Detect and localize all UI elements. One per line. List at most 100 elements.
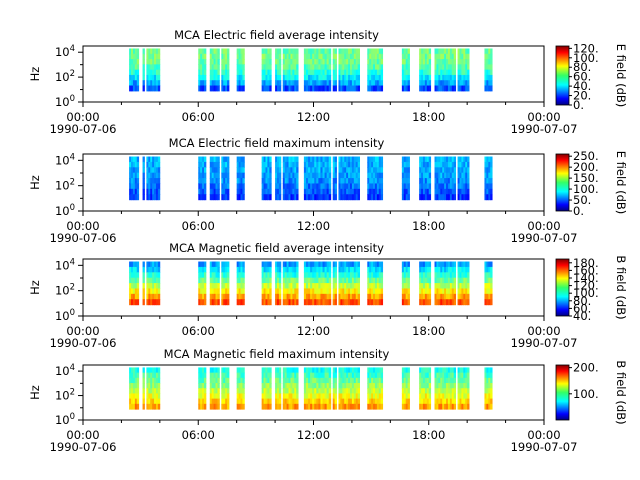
heatmap-cell — [380, 293, 384, 300]
heatmap-cell — [265, 299, 268, 306]
heatmap-cell — [405, 80, 409, 87]
heatmap-cell — [421, 266, 424, 273]
heatmap-cell — [157, 167, 161, 174]
heatmap-cell — [142, 403, 145, 410]
heatmap-cell — [346, 383, 349, 389]
heatmap-cell — [426, 74, 430, 81]
heatmap-cell — [157, 403, 161, 410]
heatmap-cell — [263, 64, 266, 71]
heatmap-cell — [373, 367, 376, 374]
heatmap-cell — [129, 372, 132, 379]
heatmap-cell — [438, 393, 441, 400]
heatmap-cell — [374, 74, 378, 81]
heatmap-cell — [421, 53, 424, 60]
heatmap-cell — [290, 398, 293, 405]
heatmap-cell — [428, 69, 432, 76]
x-tick-label: 18:00 — [412, 324, 445, 338]
heatmap-cell — [312, 74, 315, 81]
heatmap-cell — [284, 398, 288, 405]
heatmap-cell — [338, 403, 341, 410]
heatmap-cell — [142, 172, 145, 179]
heatmap-cell — [484, 288, 487, 295]
heatmap-cell — [134, 167, 138, 174]
heatmap-cell — [340, 64, 343, 71]
heatmap-cell — [132, 288, 136, 295]
heatmap-cell — [444, 388, 447, 395]
heatmap-cell — [157, 188, 161, 195]
heatmap-cell — [288, 59, 291, 65]
heatmap-cell — [154, 48, 157, 55]
heatmap-cell — [374, 293, 378, 300]
heatmap-cell — [371, 167, 374, 174]
heatmap-cell — [215, 388, 218, 395]
heatmap-cell — [326, 188, 330, 195]
heatmap-cell — [346, 266, 349, 273]
heatmap-cell — [424, 178, 428, 185]
heatmap-cell — [440, 398, 443, 405]
heatmap-cell — [131, 367, 134, 374]
heatmap-cell — [463, 398, 466, 405]
heatmap-cell — [148, 283, 151, 290]
heatmap-cell — [453, 167, 457, 174]
heatmap-cell — [314, 172, 317, 179]
heatmap-cell — [263, 48, 266, 55]
heatmap-cell — [314, 367, 317, 374]
heatmap-cell — [488, 48, 491, 55]
y-tick-label: 102 — [55, 388, 75, 403]
heatmap-cell — [146, 80, 149, 87]
heatmap-cell — [288, 299, 291, 306]
heatmap-cell — [467, 383, 470, 389]
heatmap-cell — [227, 266, 230, 273]
heatmap-cell — [217, 403, 220, 410]
heatmap-cell — [457, 64, 460, 71]
heatmap-cell — [488, 53, 491, 60]
heatmap-cell — [405, 388, 409, 395]
heatmap-cell — [131, 48, 134, 55]
heatmap-cell — [367, 277, 370, 284]
heatmap-cell — [334, 48, 337, 55]
heatmap-cell — [261, 383, 264, 389]
heatmap-cell — [316, 266, 319, 273]
heatmap-cell — [238, 393, 241, 400]
heatmap-cell — [440, 85, 443, 92]
heatmap-cell — [238, 156, 241, 163]
colorbar-tick-label: 0. — [573, 204, 584, 218]
heatmap-cell — [490, 59, 493, 65]
heatmap-cell — [211, 188, 215, 195]
heatmap-cell — [129, 299, 132, 306]
heatmap-cell — [275, 172, 278, 179]
colorbar-tick-label: 50. — [573, 193, 591, 207]
heatmap-cell — [236, 367, 239, 374]
heatmap-cell — [380, 283, 384, 290]
heatmap-cell — [236, 85, 239, 92]
heatmap-cell — [353, 398, 357, 405]
heatmap-cell — [284, 266, 288, 273]
heatmap-cell — [342, 403, 345, 410]
heatmap-cell — [294, 383, 297, 389]
heatmap-cell — [223, 383, 226, 389]
heatmap-cell — [290, 156, 293, 163]
heatmap-cell — [288, 172, 291, 179]
heatmap-cell — [401, 277, 405, 284]
heatmap-cell — [434, 403, 437, 410]
heatmap-cell — [421, 167, 424, 174]
heatmap-cell — [227, 367, 230, 374]
heatmap-cell — [213, 161, 216, 168]
heatmap-cell — [378, 277, 382, 284]
heatmap-cell — [369, 194, 372, 201]
heatmap-cell — [225, 288, 228, 295]
heatmap-cell — [434, 383, 437, 389]
heatmap-cell — [154, 194, 157, 201]
heatmap-cell — [374, 383, 378, 389]
heatmap-cell — [367, 74, 370, 81]
heatmap-cell — [204, 372, 207, 379]
colorbar-tick-label: 80. — [573, 60, 591, 74]
heatmap-cell — [294, 194, 297, 201]
heatmap-cell — [316, 172, 319, 179]
heatmap-cell — [242, 188, 245, 195]
heatmap-cell — [373, 299, 376, 306]
heatmap-cell — [150, 393, 153, 400]
heatmap-cell — [486, 48, 489, 55]
heatmap-cell — [467, 372, 470, 379]
heatmap-cell — [310, 293, 313, 300]
